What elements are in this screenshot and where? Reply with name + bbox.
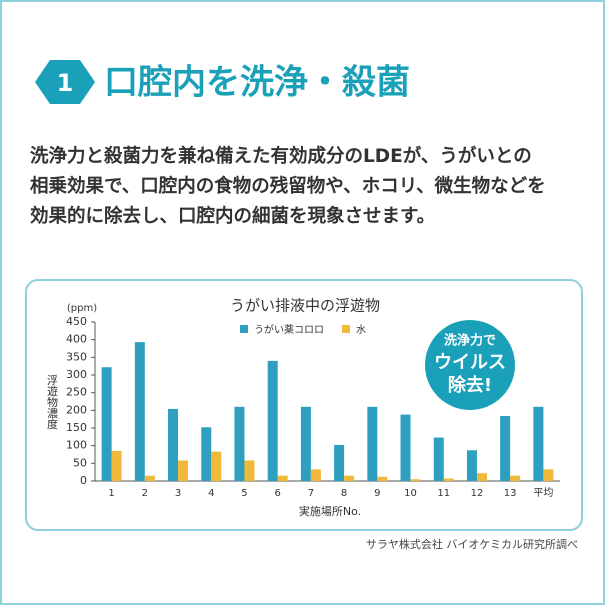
bar xyxy=(111,450,122,481)
y-tick-label: 100 xyxy=(66,439,87,452)
description: 洗浄力と殺菌力を兼ね備えた有効成分のLDEが、うがいとの 相乗効果で、口腔内の食… xyxy=(30,145,546,227)
bar xyxy=(476,473,487,481)
bar xyxy=(134,342,145,481)
legend-swatch xyxy=(342,325,350,333)
bar xyxy=(334,444,345,481)
y-tick-label: 450 xyxy=(66,315,87,328)
x-tick-label: 5 xyxy=(241,488,247,499)
y-tick-label: 0 xyxy=(80,474,87,487)
x-tick-label: 13 xyxy=(504,488,517,499)
bar xyxy=(500,415,511,481)
bar xyxy=(344,475,355,481)
y-tick-label: 50 xyxy=(73,456,87,469)
x-tick-label: 9 xyxy=(374,488,380,499)
y-tick-label: 250 xyxy=(66,386,87,399)
bar xyxy=(410,479,421,481)
badge-text: 除去! xyxy=(448,374,492,396)
chart-title: うがい排液中の浮遊物 xyxy=(230,297,380,315)
bar xyxy=(244,460,255,481)
bar xyxy=(277,475,288,481)
x-axis-label: 実施場所No. xyxy=(299,504,361,518)
legend-label: うがい薬コロロ xyxy=(254,323,324,336)
bar xyxy=(144,475,155,481)
y-tick-label: 350 xyxy=(66,350,87,363)
bar xyxy=(300,406,311,481)
x-tick-label: 11 xyxy=(437,488,450,499)
body-line: 洗浄力と殺菌力を兼ね備えた有効成分のLDEが、うがいとの xyxy=(30,145,532,167)
bar xyxy=(466,450,477,481)
x-tick-label: 6 xyxy=(274,488,280,499)
bar xyxy=(310,469,321,481)
bar xyxy=(543,469,554,481)
y-tick-label: 400 xyxy=(66,333,87,346)
bar xyxy=(267,360,278,481)
x-tick-label: 8 xyxy=(341,488,347,499)
bar xyxy=(433,437,444,481)
bar xyxy=(510,475,521,481)
x-tick-label: 10 xyxy=(404,488,417,499)
legend-swatch xyxy=(240,325,248,333)
x-tick-label: 12 xyxy=(471,488,484,499)
bar xyxy=(168,408,179,481)
bar xyxy=(234,406,245,481)
y-tick-label: 300 xyxy=(66,368,87,381)
bar xyxy=(443,478,454,481)
x-tick-label: 2 xyxy=(142,488,148,499)
y-tick-label: 200 xyxy=(66,403,87,416)
bar xyxy=(377,476,388,481)
legend-label: 水 xyxy=(356,324,366,336)
section-number: 1 xyxy=(57,69,74,97)
x-tick-label: 7 xyxy=(308,488,314,499)
bar xyxy=(367,406,378,481)
y-tick-label: 150 xyxy=(66,421,87,434)
badge-text: ウイルス xyxy=(434,352,506,373)
bar xyxy=(211,451,222,481)
source: サラヤ株式会社 バイオケミカル研究所調べ xyxy=(366,537,578,551)
bar xyxy=(178,460,189,481)
bar xyxy=(400,414,411,481)
y-unit: (ppm) xyxy=(67,303,97,314)
body-line: 効果的に除去し、口腔内の細菌を現象させます。 xyxy=(30,205,435,227)
x-tick-label: 平均 xyxy=(533,487,553,499)
badge xyxy=(425,320,515,410)
x-tick-label: 3 xyxy=(175,488,181,499)
number-badge xyxy=(35,60,95,104)
bar xyxy=(533,406,544,481)
x-tick-label: 1 xyxy=(108,488,114,499)
x-tick-label: 4 xyxy=(208,488,214,499)
y-axis-label: 浮遊物濃度 xyxy=(46,374,59,430)
section-title: 口腔内を洗浄・殺菌 xyxy=(104,63,410,103)
bar xyxy=(101,367,112,481)
body-line: 相乗効果で、口腔内の食物の残留物や、ホコリ、微生物などを xyxy=(30,175,546,197)
bar xyxy=(201,427,212,481)
badge-text: 洗浄力で xyxy=(444,333,496,349)
